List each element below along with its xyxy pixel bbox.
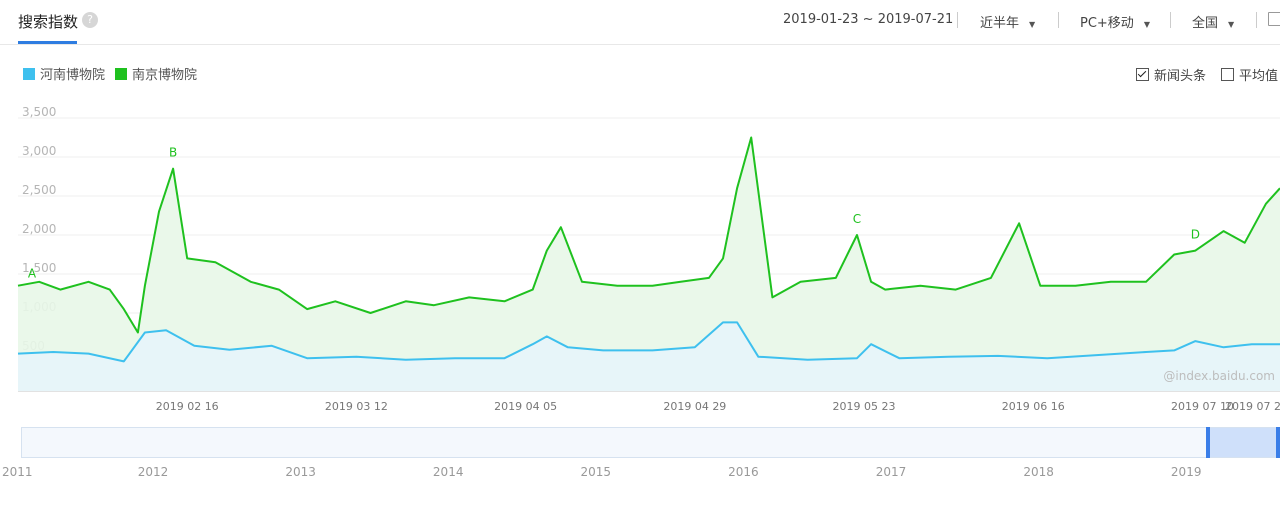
navigator-year-label: 2018 bbox=[1023, 465, 1054, 479]
navigator-year-label: 2013 bbox=[285, 465, 316, 479]
x-tick-label: 2019 04 05 bbox=[494, 400, 557, 413]
x-tick-label: 2019 07 10 bbox=[1171, 400, 1234, 413]
y-tick-label: 2,500 bbox=[22, 183, 56, 197]
caret-down-icon: ▼ bbox=[1228, 20, 1235, 29]
x-tick-label: 2019 07 21 bbox=[1225, 400, 1280, 413]
date-range-text: 2019-01-23 ~ 2019-07-21 bbox=[783, 12, 954, 27]
navigator-year-label: 2019 bbox=[1171, 465, 1202, 479]
watermark: @index.baidu.com bbox=[1163, 369, 1275, 383]
navigator-year-label: 2016 bbox=[728, 465, 759, 479]
news-marker: C bbox=[853, 212, 861, 226]
annotations: A B C D bbox=[28, 146, 1200, 281]
region-select[interactable]: 全国 ▼ bbox=[1192, 12, 1234, 31]
news-marker: D bbox=[1191, 228, 1200, 242]
legend-item-nanjing[interactable]: 南京博物院 bbox=[115, 64, 197, 83]
average-checkbox[interactable]: 平均值 bbox=[1221, 65, 1278, 84]
series-area bbox=[18, 322, 1280, 391]
y-tick-label: 3,500 bbox=[22, 105, 56, 119]
y-tick-label: 3,000 bbox=[22, 144, 56, 158]
divider bbox=[1256, 12, 1257, 28]
navigator-handle-left bbox=[1206, 427, 1210, 458]
divider bbox=[957, 12, 958, 28]
x-tick-label: 2019 05 23 bbox=[833, 400, 896, 413]
average-label: 平均值 bbox=[1239, 69, 1279, 84]
navigator-year-label: 2014 bbox=[433, 465, 464, 479]
navigator-year-label: 2011 bbox=[2, 465, 33, 479]
news-checkbox[interactable]: 新闻头条 bbox=[1136, 65, 1206, 84]
news-marker: A bbox=[28, 267, 37, 281]
x-tick-label: 2019 02 16 bbox=[156, 400, 219, 413]
title-underline bbox=[18, 41, 77, 44]
series-line bbox=[17, 136, 1280, 334]
device-value: PC+移动 bbox=[1080, 16, 1134, 31]
legend-swatch bbox=[115, 68, 127, 80]
navigator-selection bbox=[1208, 428, 1279, 457]
caret-down-icon: ▼ bbox=[1029, 20, 1036, 29]
x-tick-label: 2019 06 16 bbox=[1002, 400, 1065, 413]
legend-swatch bbox=[23, 68, 35, 80]
news-label: 新闻头条 bbox=[1154, 69, 1207, 84]
legend-label: 南京博物院 bbox=[132, 68, 198, 83]
divider bbox=[1170, 12, 1171, 28]
external-link-icon[interactable] bbox=[1268, 12, 1280, 26]
navigator-handle-right bbox=[1276, 427, 1280, 458]
divider bbox=[1058, 12, 1059, 28]
navigator-year-label: 2012 bbox=[138, 465, 169, 479]
toolbar: 搜索指数 ? 2019-01-23 ~ 2019-07-21 近半年 ▼ PC+移… bbox=[0, 0, 1280, 45]
device-select[interactable]: PC+移动 ▼ bbox=[1080, 12, 1150, 31]
x-axis: 2019 02 16 2019 03 12 2019 04 05 2019 04 29… bbox=[156, 400, 1280, 413]
x-tick-label: 2019 04 29 bbox=[663, 400, 726, 413]
checkbox-icon bbox=[1221, 68, 1234, 81]
navigator-year-label: 2015 bbox=[581, 465, 612, 479]
checkbox-checked-icon bbox=[1136, 68, 1149, 81]
legend-label: 河南博物院 bbox=[40, 68, 106, 83]
question-circle-icon[interactable]: ? bbox=[82, 12, 98, 28]
series-area bbox=[18, 137, 1280, 391]
y-tick-label: 1,500 bbox=[22, 261, 56, 275]
y-tick-label: 2,000 bbox=[22, 222, 56, 236]
series-layer bbox=[17, 136, 1280, 391]
period-value: 近半年 bbox=[980, 16, 1020, 31]
caret-down-icon: ▼ bbox=[1143, 20, 1150, 29]
news-marker: B bbox=[169, 146, 177, 160]
range-navigator[interactable]: 2011 2012 2013 2014 2015 2016 2017 2018 2019 bbox=[2, 427, 1280, 479]
legend-item-henan[interactable]: 河南博物院 bbox=[23, 64, 105, 83]
date-range-picker[interactable]: 2019-01-23 ~ 2019-07-21 bbox=[783, 12, 953, 27]
period-select[interactable]: 近半年 ▼ bbox=[980, 12, 1035, 31]
region-value: 全国 bbox=[1192, 16, 1219, 31]
x-tick-label: 2019 03 12 bbox=[325, 400, 388, 413]
navigator-track bbox=[21, 427, 1280, 458]
series-line bbox=[17, 321, 1280, 363]
page-title: 搜索指数 bbox=[18, 13, 79, 31]
navigator-year-label: 2017 bbox=[876, 465, 907, 479]
